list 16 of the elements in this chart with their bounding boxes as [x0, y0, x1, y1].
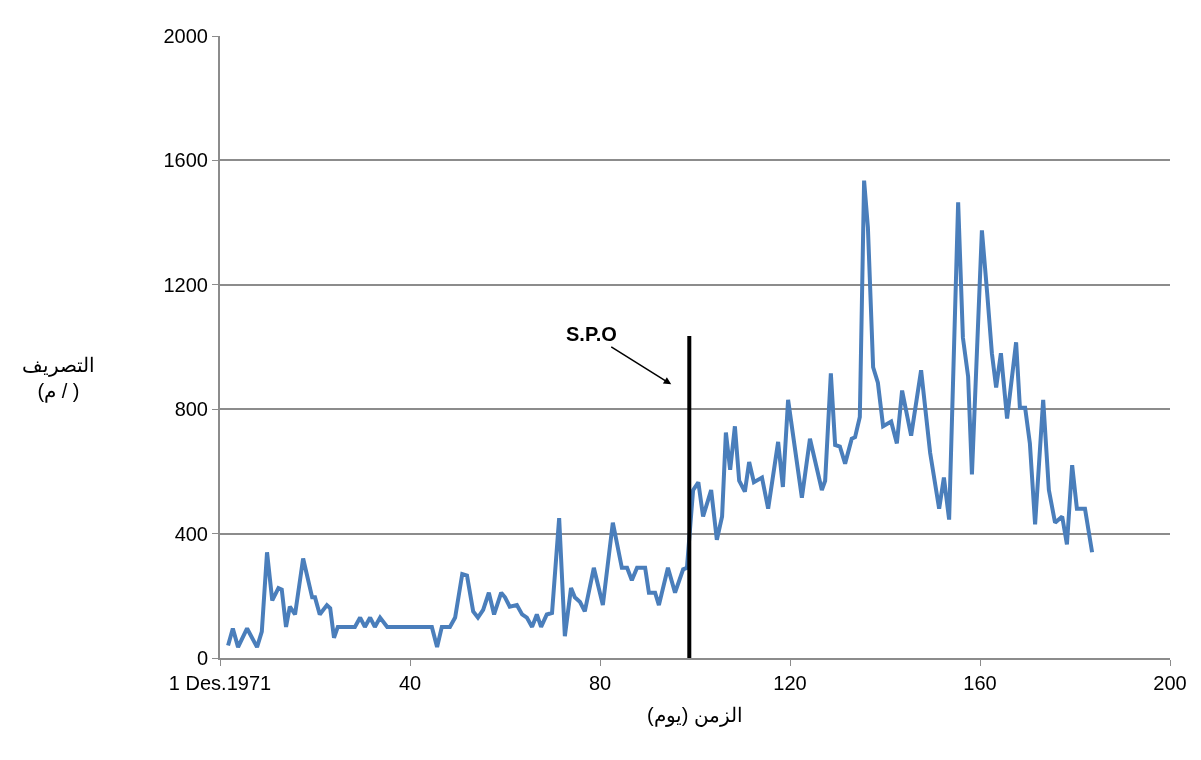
x-tick-label: 160: [963, 672, 997, 694]
x-axis-title: الزمن (يوم): [647, 704, 743, 727]
y-tick-label: 400: [174, 522, 208, 545]
x-tick-label: 80: [588, 672, 612, 694]
y-axis-title: التصريف (م / ): [22, 354, 95, 403]
y-tick-label: 2000: [163, 25, 208, 47]
x-tick-label: 120: [773, 672, 807, 694]
y-tick-label: 1600: [163, 149, 208, 172]
line-series: [226, 178, 1095, 650]
x-tick-label: 200: [1153, 672, 1187, 694]
annotation: S.P.O: [566, 323, 617, 345]
x-tick-label: 1 Des.1971: [168, 672, 272, 694]
y-tick-label: 800: [174, 398, 208, 421]
x-tick-label: 40: [398, 672, 422, 694]
y-tick-label: 1200: [163, 273, 208, 296]
y-tick-label: 0: [196, 647, 208, 669]
